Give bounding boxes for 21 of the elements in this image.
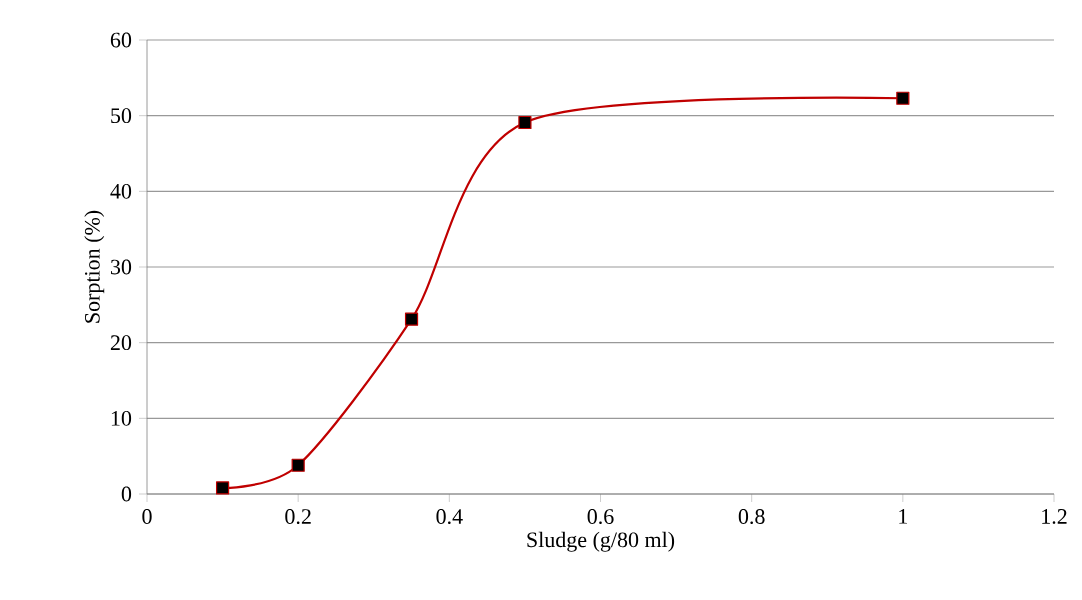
x-tick-label: 1 (899, 509, 907, 524)
y-tick-label: 10 (111, 410, 132, 426)
y-tick-label: 40 (110, 183, 132, 199)
point (518, 115, 532, 130)
point (291, 458, 305, 472)
y-tick-label: 30 (111, 259, 132, 275)
x-axis-title: Sludge (g/80 ml) (527, 531, 675, 552)
x-tick-label: 0.6 (587, 509, 614, 525)
y-axis-title: Sorption (%) (84, 210, 105, 323)
y-tick-label: 20 (110, 335, 132, 351)
point (404, 312, 419, 326)
x-tick-label: 0.8 (738, 509, 765, 525)
x-tick-label: 0.2 (285, 509, 311, 525)
y-tick-label: 50 (111, 108, 132, 124)
y-tick-label: 0 (121, 486, 132, 502)
x-tick-label: 0 (142, 509, 152, 524)
y-tick-label: 60 (110, 32, 132, 48)
point (896, 91, 910, 105)
x-tick-label: 1.2 (1042, 509, 1067, 524)
point (215, 481, 230, 495)
x-tick-label: 0.4 (436, 509, 463, 525)
